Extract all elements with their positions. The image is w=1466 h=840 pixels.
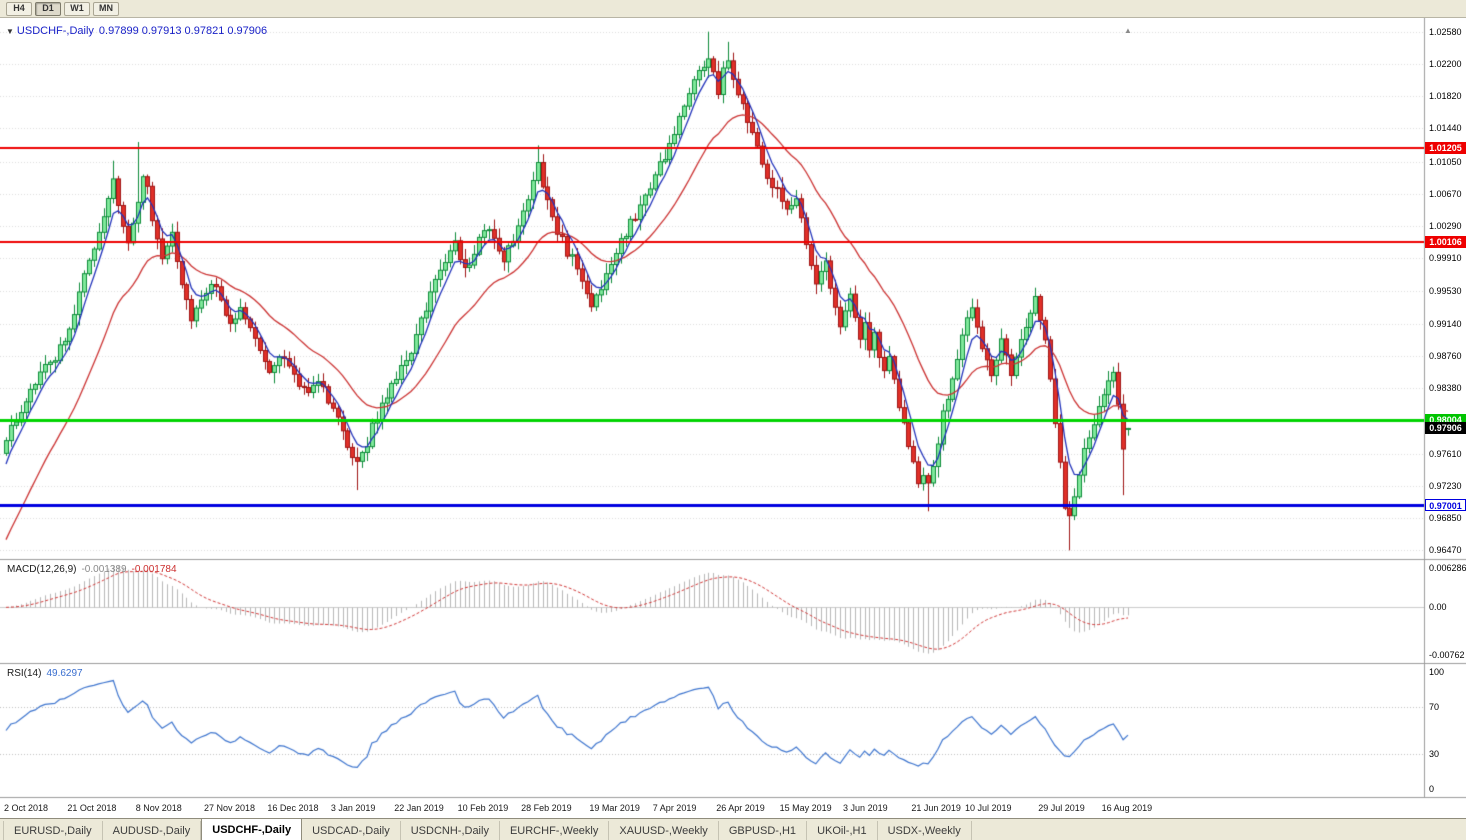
tab-eurchf-weekly[interactable]: EURCHF-,Weekly (500, 821, 610, 840)
support-level-label-blue[interactable]: 0.97001 (1425, 499, 1466, 512)
macd-value-signal: -0.001784 (131, 564, 177, 575)
chart-header: ▼ USDCHF-,Daily 0.97899 0.97913 0.97821 0.… (6, 25, 267, 37)
resistance-level-label-1[interactable]: 1.01205 (1425, 142, 1466, 155)
timeframe-toolbar: H4 D1 W1 MN (0, 0, 1466, 18)
macd-value-main: -0.001389 (81, 564, 127, 575)
tab-xauusd-weekly[interactable]: XAUUSD-,Weekly (609, 821, 719, 840)
chart-menu-triangle-icon: ▼ (6, 27, 14, 36)
tab-eurusd-daily[interactable]: EURUSD-,Daily (3, 821, 103, 840)
current-price-label: 0.97906 (1425, 422, 1466, 435)
tab-gbpusd-h1[interactable]: GBPUSD-,H1 (719, 821, 808, 840)
chart-shift-marker-icon[interactable]: ▲ (1124, 26, 1132, 35)
tab-usdchf-daily[interactable]: USDCHF-,Daily (201, 819, 303, 840)
tab-audusd-daily[interactable]: AUDUSD-,Daily (103, 821, 202, 840)
tab-usdcnh-daily[interactable]: USDCNH-,Daily (401, 821, 500, 840)
rsi-title: RSI(14) (7, 668, 42, 679)
timeframe-d1-button[interactable]: D1 (35, 1, 61, 16)
timeframe-w1-button[interactable]: W1 (64, 1, 90, 16)
chart-ohlc-values: 0.97899 0.97913 0.97821 0.97906 (98, 25, 268, 37)
rsi-value: 49.6297 (46, 668, 83, 679)
rsi-indicator-label: RSI(14) 49.6297 (7, 668, 83, 679)
tab-usdcad-daily[interactable]: USDCAD-,Daily (302, 821, 401, 840)
timeframe-mn-button[interactable]: MN (93, 1, 119, 16)
tab-ukoil-h1[interactable]: UKOil-,H1 (807, 821, 878, 840)
timeframe-h4-button[interactable]: H4 (6, 1, 32, 16)
chart-symbol-label: USDCHF-,Daily (16, 25, 94, 37)
tab-usdx-weekly[interactable]: USDX-,Weekly (878, 821, 972, 840)
macd-indicator-label: MACD(12,26,9) -0.001389 -0.001784 (7, 564, 177, 575)
chart-area: ▼ USDCHF-,Daily 0.97899 0.97913 0.97821 0.… (0, 18, 1466, 818)
candlestick-chart-canvas[interactable] (0, 18, 1466, 818)
resistance-level-label-2[interactable]: 1.00106 (1425, 235, 1466, 248)
macd-title: MACD(12,26,9) (7, 564, 77, 575)
chart-tabs-bar: EURUSD-,Daily AUDUSD-,Daily USDCHF-,Dail… (0, 818, 1466, 840)
